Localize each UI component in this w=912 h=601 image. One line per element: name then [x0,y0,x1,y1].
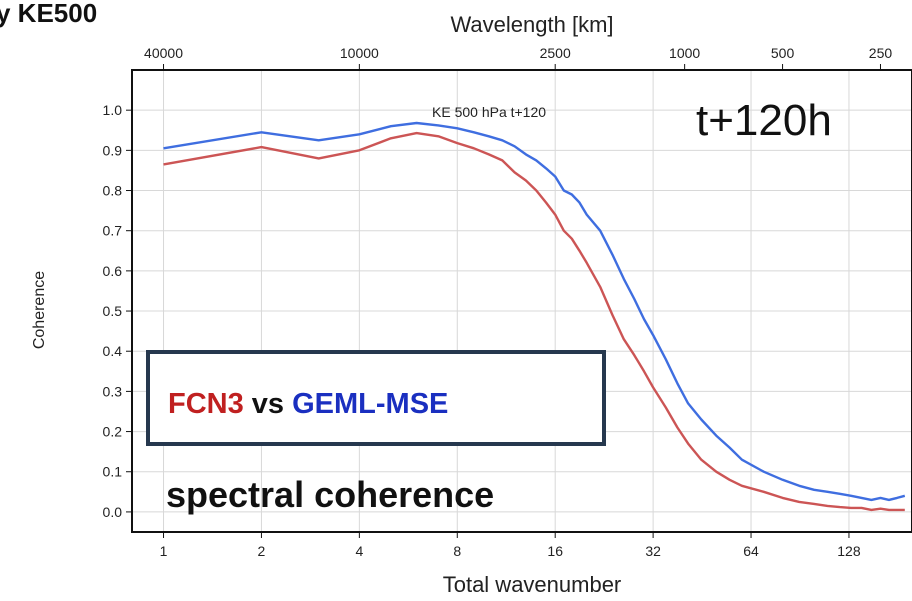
series-layer [163,121,906,512]
model-comparison-box: FCN3 vs GEML-MSE [146,350,606,446]
vs-label: vs [251,388,285,420]
ticks-layer: 1 2 4 8 16 32 64 128 40000 10000 2500 1000 500 250 0.0… [103,45,893,559]
x-tick-label: 2 [258,543,266,559]
y-tick-label: 0.6 [103,263,123,279]
y-axis-title: Coherence [31,271,48,349]
y-tick-label: 0.2 [103,424,123,440]
y-tick-label: 1.0 [103,102,123,118]
x-tick-label: 1 [160,543,168,559]
slide-title: y KE500 [0,0,98,28]
model-comparison-text: FCN3 vs GEML-MSE [168,388,448,421]
x-tick-label: 16 [547,543,563,559]
x2-tick-label: 2500 [540,45,571,61]
x2-tick-label: 10000 [340,45,379,61]
top-axis-title: Wavelength [km] [450,12,613,37]
model-a-label: FCN3 [168,388,244,420]
x-tick-label: 4 [355,543,363,559]
panel-label: KE 500 hPa t+120 [432,104,547,120]
x-tick-label: 64 [743,543,759,559]
y-tick-label: 0.4 [103,343,123,359]
y-tick-label: 0.7 [103,223,123,239]
x2-tick-label: 1000 [669,45,700,61]
y-tick-label: 0.5 [103,303,123,319]
y-tick-label: 0.8 [103,183,123,199]
plot-frame [131,69,912,533]
y-tick-label: 0.1 [103,464,123,480]
x2-tick-label: 250 [869,45,893,61]
y-tick-label: 0.0 [103,504,123,520]
x2-tick-label: 500 [771,45,795,61]
x-tick-label: 8 [453,543,461,559]
x-tick-label: 128 [837,543,861,559]
model-b-label: GEML-MSE [292,388,449,420]
x2-tick-label: 40000 [144,45,183,61]
series-line-geml-mse [163,121,906,502]
series-line-fcn3 [163,131,905,512]
y-tick-label: 0.3 [103,383,123,399]
x-tick-label: 32 [645,543,661,559]
bottom-axis-title: Total wavenumber [443,572,622,597]
lead-time-label: t+120h [696,96,832,145]
y-tick-label: 0.9 [103,142,123,158]
spectral-coherence-label: spectral coherence [166,474,495,515]
